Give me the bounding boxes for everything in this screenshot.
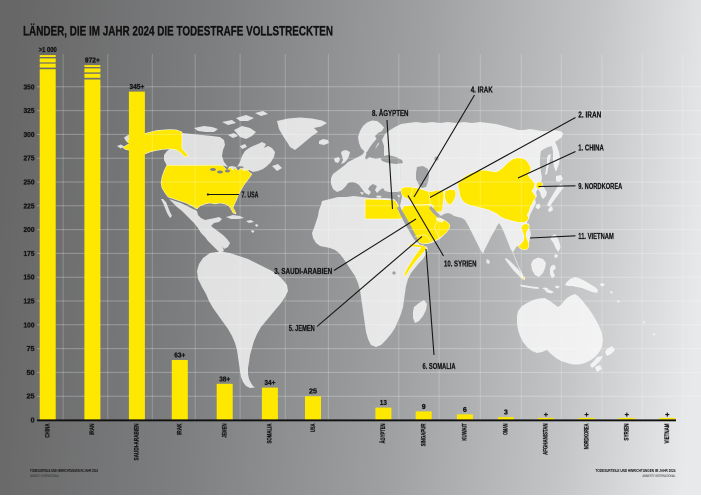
svg-text:10. SYRIEN: 10. SYRIEN (444, 260, 477, 269)
svg-text:100: 100 (24, 322, 35, 329)
svg-text:225: 225 (24, 203, 35, 210)
svg-text:TODESURTEILE UND HINRICHTUNGEN: TODESURTEILE UND HINRICHTUNGEN IM JAHR 2… (30, 468, 98, 473)
svg-text:AMNESTY INTERNATIONAL: AMNESTY INTERNATIONAL (643, 474, 676, 478)
svg-text:USA: USA (310, 423, 317, 432)
svg-text:3. SAUDI-ARABIEN: 3. SAUDI-ARABIEN (274, 267, 332, 276)
svg-text:1. CHINA: 1. CHINA (578, 143, 604, 152)
svg-text:75: 75 (27, 346, 35, 353)
svg-text:VIETNAM: VIETNAM (664, 424, 671, 444)
svg-text:9: 9 (422, 402, 426, 411)
svg-text:63+: 63+ (174, 351, 186, 360)
svg-text:125: 125 (24, 299, 35, 306)
svg-text:JEMEN: JEMEN (222, 423, 229, 438)
svg-text:972+: 972+ (85, 56, 101, 65)
svg-text:7. USA: 7. USA (242, 190, 259, 199)
svg-text:150: 150 (24, 275, 35, 282)
svg-text:6. SOMALIA: 6. SOMALIA (423, 362, 456, 371)
svg-text:NORDKOREA: NORDKOREA (583, 423, 590, 449)
svg-text:8. ÄGYPTEN: 8. ÄGYPTEN (372, 109, 409, 118)
svg-text:175: 175 (24, 251, 35, 258)
svg-text:38+: 38+ (219, 374, 231, 383)
svg-text:>1 000: >1 000 (39, 45, 57, 54)
svg-text:0: 0 (31, 418, 35, 425)
svg-text:+: + (665, 410, 670, 419)
svg-text:34+: 34+ (264, 378, 276, 387)
svg-text:50: 50 (27, 370, 35, 377)
svg-text:AMNESTY INTERNATIONAL: AMNESTY INTERNATIONAL (30, 474, 59, 478)
svg-text:2. IRAN: 2. IRAN (578, 110, 601, 119)
svg-text:IRAK: IRAK (177, 423, 184, 435)
svg-text:LÄNDER, DIE IM JAHR 2024 DIE T: LÄNDER, DIE IM JAHR 2024 DIE TODESTRAFE … (23, 23, 333, 39)
svg-text:AFGHANISTAN: AFGHANISTAN (543, 423, 550, 455)
svg-text:6: 6 (463, 405, 467, 414)
svg-text:325: 325 (24, 108, 35, 115)
svg-text:SAUDI-ARABIEN: SAUDI-ARABIEN (134, 423, 141, 460)
svg-text:KUWAIT: KUWAIT (462, 423, 469, 440)
svg-text:SOMALIA: SOMALIA (267, 423, 274, 443)
svg-text:5. JEMEN: 5. JEMEN (289, 324, 315, 333)
svg-text:4. IRAK: 4. IRAK (471, 86, 493, 95)
svg-text:250: 250 (24, 180, 35, 187)
svg-text:IRAN: IRAN (89, 423, 96, 435)
svg-text:SINGAPUR: SINGAPUR (421, 423, 428, 446)
svg-text:3: 3 (504, 408, 508, 417)
svg-text:275: 275 (24, 156, 35, 163)
svg-text:345+: 345+ (129, 82, 145, 91)
svg-text:300: 300 (24, 132, 35, 139)
svg-text:200: 200 (24, 227, 35, 234)
svg-text:TODESURTEILE UND HINRICHTUNGEN: TODESURTEILE UND HINRICHTUNGEN IM JAHR 2… (596, 468, 676, 473)
svg-text:350: 350 (24, 84, 35, 91)
svg-text:25: 25 (309, 387, 317, 396)
svg-text:CHINA: CHINA (45, 423, 52, 438)
svg-text:SYRIEN: SYRIEN (624, 423, 631, 440)
svg-text:+: + (584, 410, 589, 419)
svg-text:+: + (544, 410, 549, 419)
svg-text:+: + (625, 410, 630, 419)
svg-text:25: 25 (27, 394, 35, 401)
svg-text:13: 13 (380, 398, 387, 407)
svg-text:11. VIETNAM: 11. VIETNAM (578, 232, 614, 241)
svg-text:OMAN: OMAN (503, 423, 510, 435)
svg-text:ÄGYPTEN: ÄGYPTEN (380, 423, 387, 443)
svg-text:9. NORDKOREA: 9. NORDKOREA (578, 182, 622, 191)
